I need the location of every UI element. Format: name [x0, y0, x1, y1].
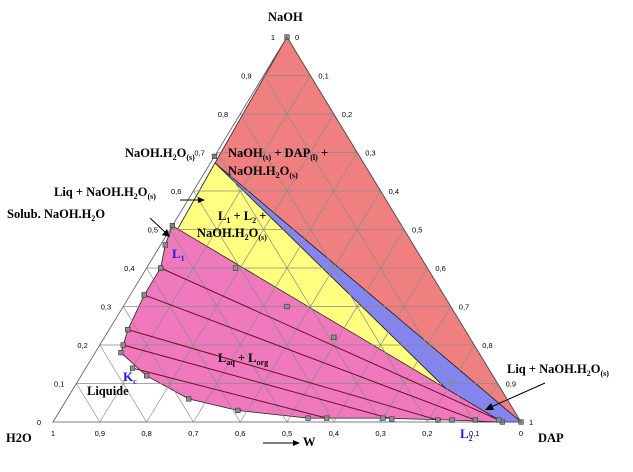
data-marker [144, 373, 150, 379]
tie-line [127, 329, 439, 421]
data-marker [120, 342, 126, 348]
data-marker [380, 415, 386, 421]
grid-line-water [263, 75, 475, 423]
grid-lines [76, 75, 498, 423]
grid-line-water [99, 344, 147, 423]
data-marker [389, 416, 395, 422]
label-three-phase-line1: L1 + L2 + [218, 209, 266, 225]
label-solub: Solub. NaOH.H2O [7, 207, 105, 223]
tick-label-water: 1 [51, 429, 55, 438]
tick-label-naoh: 0,6 [171, 187, 181, 196]
tick-label-naoh: 0 [37, 418, 41, 427]
tie-line [132, 367, 327, 419]
label-liq-naoh-right: Liq + NaOH.H2O(s) [507, 362, 609, 378]
tick-label-naoh: 0,5 [148, 226, 158, 235]
tie-lines [123, 267, 499, 421]
grid-line-dap [193, 152, 358, 423]
tick-label-water: 0,9 [95, 429, 105, 438]
data-marker [324, 415, 330, 421]
tick-label-water: 0,2 [422, 429, 432, 438]
label-liquide: Liquide [87, 384, 129, 398]
tick-label-water: 0,1 [469, 429, 479, 438]
grid-line-water [122, 306, 194, 423]
tick-label-water: 0,7 [188, 429, 198, 438]
data-marker [118, 350, 124, 356]
tick-label-naoh: 0,3 [101, 303, 111, 312]
tie-line [123, 344, 392, 420]
tick-label-dap: 0,2 [342, 110, 352, 119]
grid-line-water [146, 267, 241, 423]
data-marker [235, 407, 241, 414]
vertex-label-h2o: H2O [6, 431, 32, 445]
tick-labels: 0 0 0 0,1 0,1 0,1 0,2 0,2 0,2 0,3 0,3 0,3 0,4 0,4 0,4 0… [37, 33, 533, 438]
tick-label-naoh: 0,7 [194, 149, 204, 158]
tick-label-water: 0,6 [235, 429, 245, 438]
label-naoh-h2o-solid: NaOH.H2O(s) [125, 146, 195, 162]
grid-line-dap [427, 344, 475, 423]
tick-label-water: 0 [519, 429, 523, 438]
data-marker [305, 415, 311, 421]
label-three-phase-line2: NaOH.H2O(s) [197, 226, 267, 242]
data-marker [186, 396, 192, 402]
vertex-label-dap: DAP [538, 431, 564, 445]
tick-label-dap: 0,6 [435, 264, 445, 273]
tick-label-naoh: 0,2 [77, 341, 87, 350]
data-marker [331, 334, 337, 340]
grid-line-dap [286, 229, 405, 423]
tick-label-water: 0,4 [329, 429, 339, 438]
axis-w-label: W [303, 435, 316, 449]
tie-line [160, 267, 499, 421]
arrow-liq-naoh-right [485, 382, 546, 410]
tick-label-dap: 0,8 [482, 341, 492, 350]
data-marker [232, 265, 239, 271]
grid-line-dap [380, 306, 452, 423]
triangle-outline [52, 36, 522, 423]
data-marker [129, 365, 136, 371]
label-top-region-line2: NaOH.H2O(s) [228, 164, 298, 180]
arrow-liq-naoh-left [180, 197, 205, 203]
tick-label-naoh: 0,4 [124, 264, 134, 273]
label-liq-naoh-left: Liq + NaOH.H2O(s) [54, 185, 156, 201]
data-marker [284, 303, 290, 310]
tick-label-dap: 0,5 [412, 226, 422, 235]
tick-label-water: 0,8 [141, 429, 151, 438]
data-marker [158, 265, 164, 271]
grid-line-dap [333, 267, 428, 423]
label-top-region-line1: NaOH(s) + DAP(l) + [228, 146, 328, 162]
data-marker [141, 292, 147, 298]
point-label-kc: Kc [123, 369, 137, 386]
tick-label-dap: 0,7 [459, 303, 469, 312]
grid-line-dap [99, 75, 311, 423]
tick-label-dap: 0,1 [318, 72, 328, 81]
arrow-solub [149, 217, 170, 237]
tick-label-naoh: 1 [271, 33, 275, 42]
data-marker [125, 326, 131, 333]
label-laq-lorg: Laq + Lorg [218, 351, 268, 367]
grid-line-water [76, 383, 101, 423]
tick-label-dap: 1 [529, 418, 533, 427]
grid-line-water [216, 152, 381, 423]
tick-label-naoh: 0,8 [218, 110, 228, 119]
grid-line-dap [473, 383, 498, 423]
tick-label-dap: 0,3 [365, 149, 375, 158]
tick-label-dap: 0,9 [506, 380, 516, 389]
tick-label-water: 0,3 [375, 429, 385, 438]
tie-line [144, 294, 476, 421]
point-label-l2: L2 [460, 426, 473, 443]
tick-label-naoh: 0,9 [241, 72, 251, 81]
tick-label-water: 0,5 [282, 429, 292, 438]
grid-line-water [169, 229, 288, 423]
axis-w-arrow [263, 440, 300, 446]
vertex-label-naoh: NaOH [268, 10, 303, 24]
tick-label-naoh: 0,1 [54, 380, 64, 389]
tick-label-dap: 0 [295, 33, 299, 42]
data-marker [162, 242, 168, 248]
point-label-l1: L1 [172, 246, 185, 263]
tick-label-dap: 0,4 [389, 187, 399, 196]
